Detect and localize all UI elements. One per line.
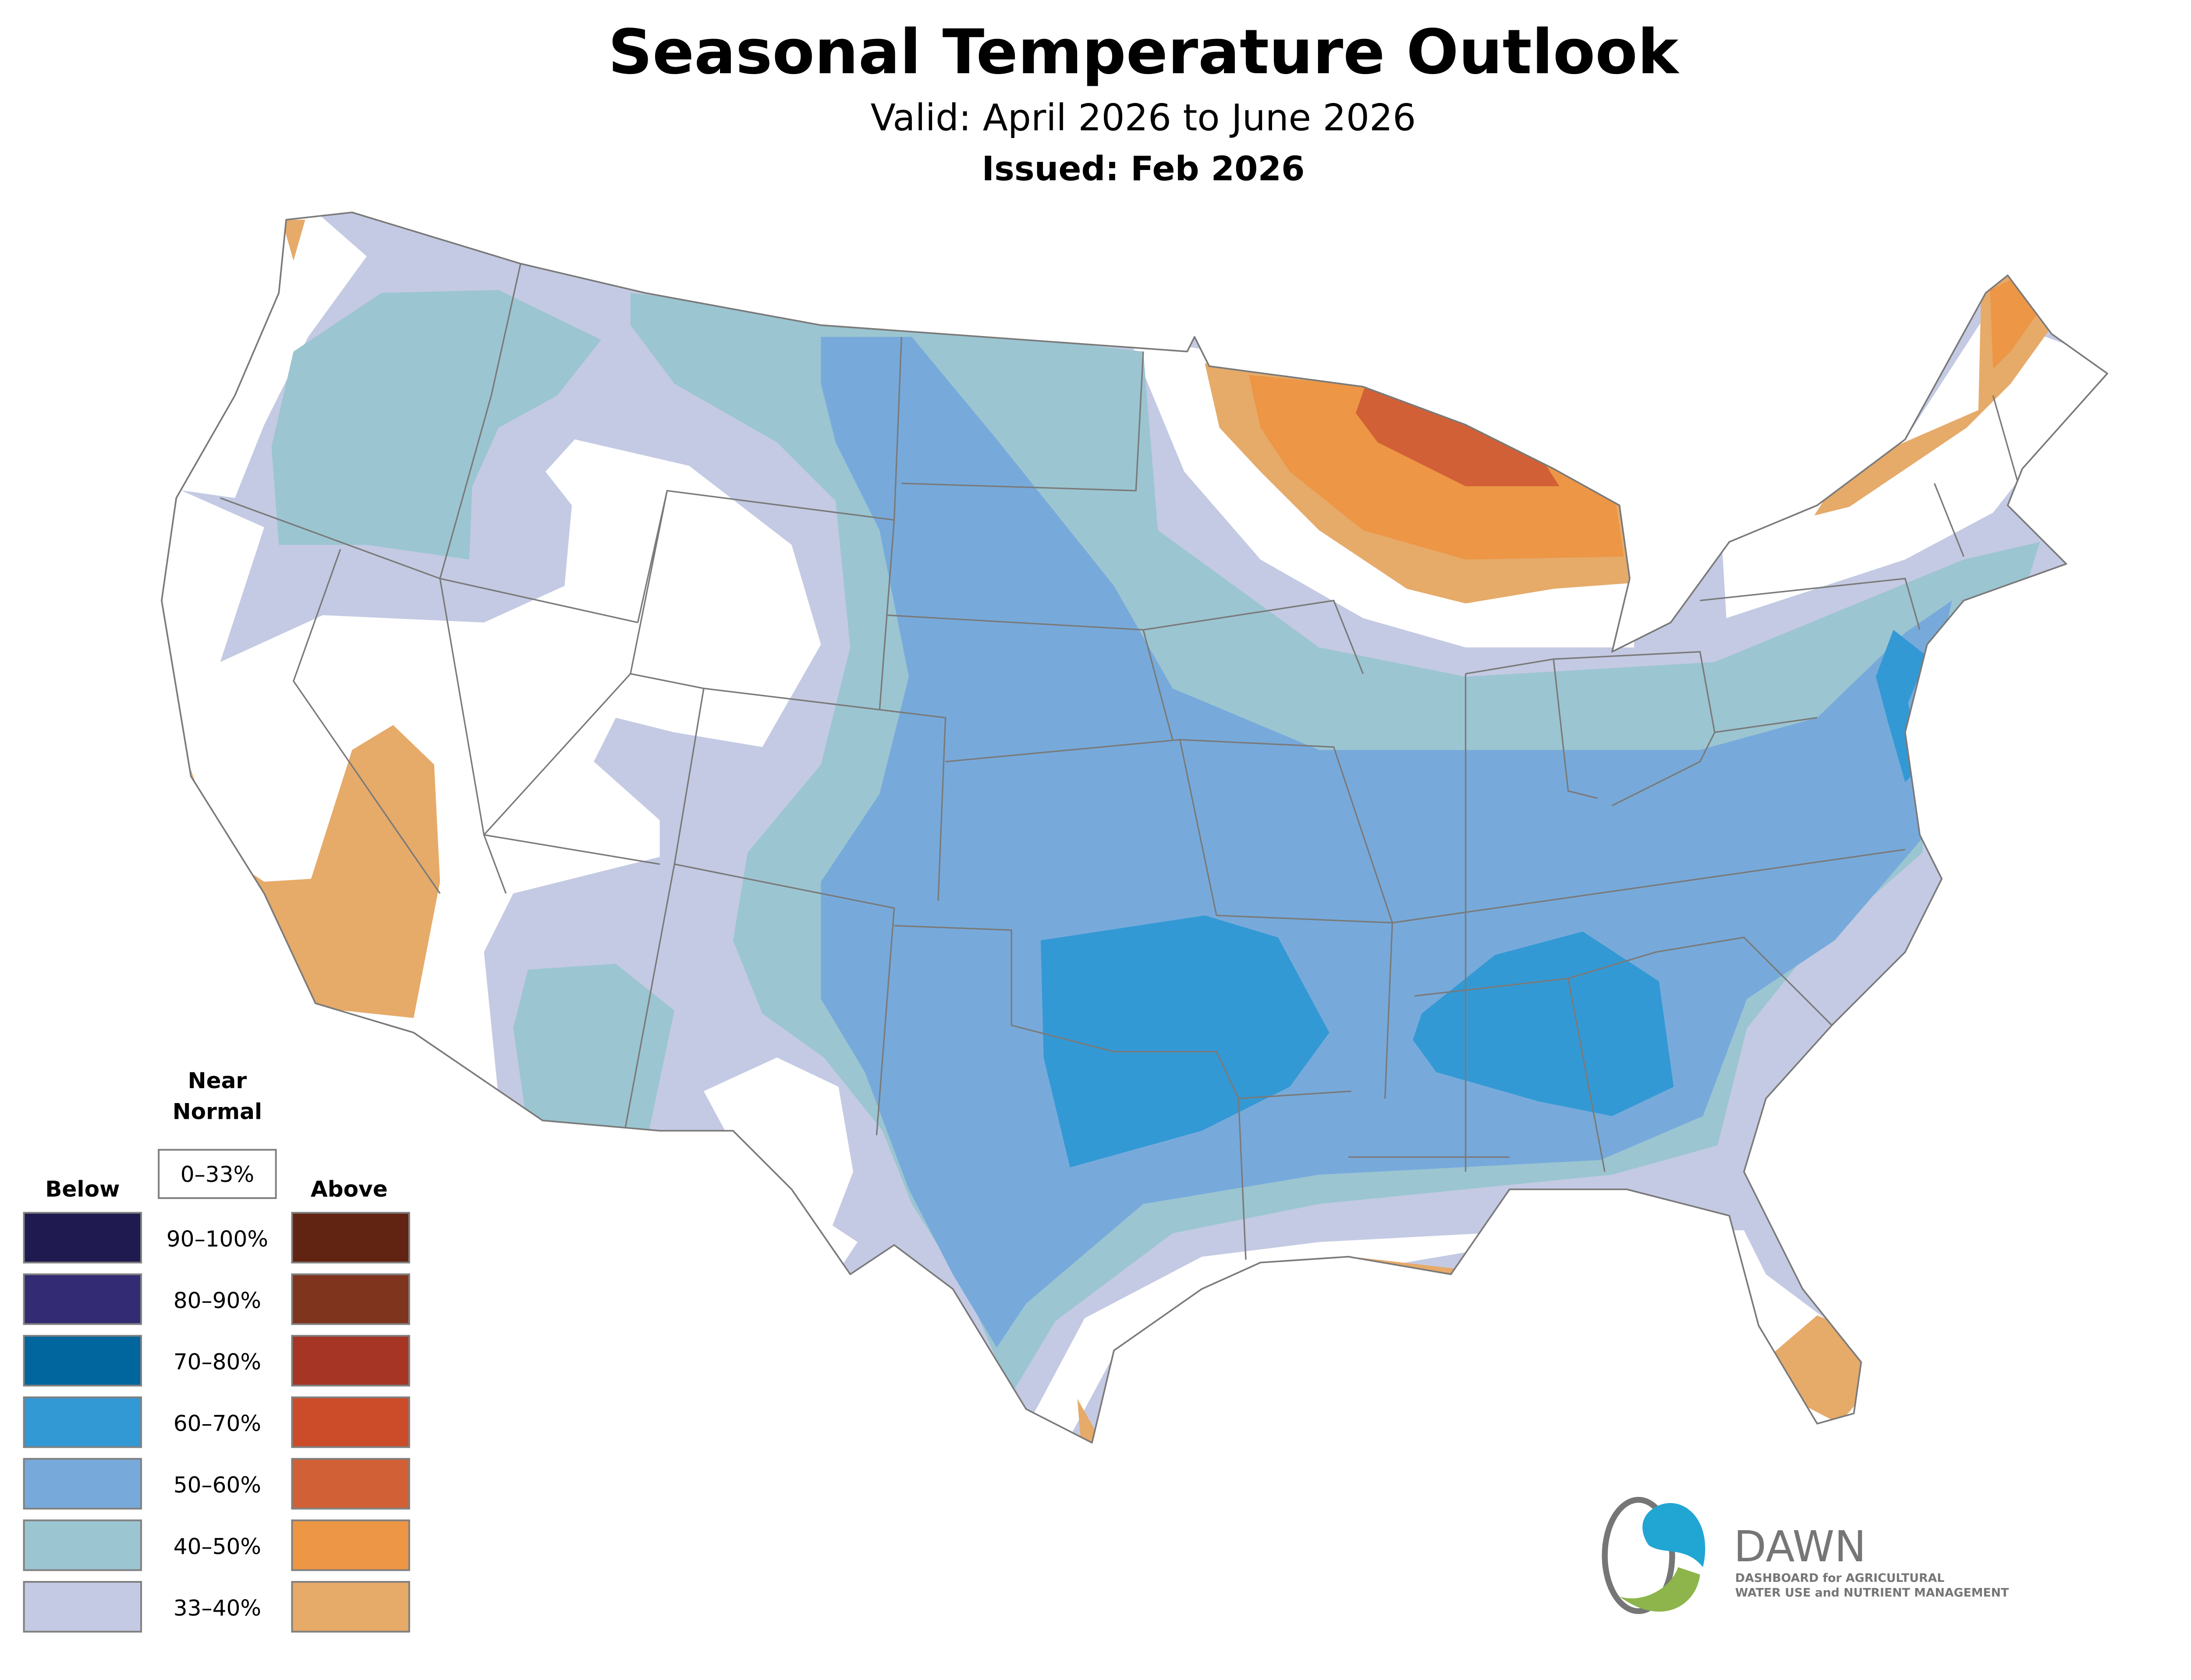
legend-range-label: 70–80% xyxy=(174,1349,261,1375)
legend-rows: 90–100% 80–90% 70–80% 60–70% 50–60% 40–50% 33–… xyxy=(23,1212,410,1633)
logo-tagline-2: WATER USE and NUTRIENT MANAGEMENT xyxy=(1735,1586,2009,1599)
legend: Near Normal 0–33% Below Above 90–100% 80–… xyxy=(23,1068,410,1633)
below-40-50-southwest xyxy=(513,964,675,1135)
legend-above-heading: Above xyxy=(311,1176,388,1202)
logo-tagline-1: DASHBOARD for AGRICULTURAL xyxy=(1735,1571,1945,1585)
legend-range-label: 50–60% xyxy=(174,1472,261,1498)
logo-water-drop-icon xyxy=(1642,1503,1705,1567)
logo-name: DAWN xyxy=(1734,1522,1866,1571)
legend-below-swatch xyxy=(23,1581,142,1633)
legend-range-label: 40–50% xyxy=(174,1533,261,1559)
legend-below-swatch xyxy=(23,1396,142,1448)
above-33-40-nw-wa xyxy=(282,219,305,261)
legend-range-label: 80–90% xyxy=(174,1287,261,1313)
state-borders xyxy=(220,263,2023,1260)
legend-range-label: 60–70% xyxy=(174,1411,261,1436)
dawn-logo: DAWN DASHBOARD for AGRICULTURAL WATER US… xyxy=(1602,1497,2009,1614)
legend-above-swatch xyxy=(291,1396,410,1448)
legend-range-label: 33–40% xyxy=(174,1595,261,1621)
legend-below-swatch xyxy=(23,1335,142,1386)
below-60-70-southeast xyxy=(1413,931,1674,1116)
logo-leaf-icon xyxy=(1619,1567,1700,1612)
below-40-50-northwest xyxy=(271,290,601,560)
legend-above-swatch xyxy=(291,1212,410,1264)
above-33-40-florida xyxy=(1766,1315,1865,1424)
legend-range-label: 90–100% xyxy=(167,1226,268,1252)
legend-below-swatch xyxy=(23,1212,142,1264)
near-normal-south-az xyxy=(703,1058,853,1248)
legend-near-normal-range: 0–33% xyxy=(181,1161,254,1187)
us-outline xyxy=(161,211,2108,1444)
legend-below-swatch xyxy=(23,1458,142,1510)
legend-above-swatch xyxy=(291,1581,410,1633)
logo-circuit-leaf-icon xyxy=(1602,1497,1675,1614)
legend-above-swatch xyxy=(291,1273,410,1325)
legend-near-normal-title-line1: Near xyxy=(188,1068,247,1093)
issued-date: Issued: Feb 2026 xyxy=(982,149,1305,188)
legend-above-swatch xyxy=(291,1335,410,1386)
legend-above-swatch xyxy=(291,1458,410,1510)
legend-below-heading: Below xyxy=(45,1176,120,1202)
legend-below-swatch xyxy=(23,1273,142,1325)
above-33-40-california xyxy=(188,725,440,1018)
valid-period: Valid: April 2026 to June 2026 xyxy=(871,96,1416,139)
legend-above-swatch xyxy=(291,1519,410,1571)
near-normal-northeast xyxy=(1722,315,2108,618)
legend-near-normal-swatch xyxy=(158,1149,277,1199)
legend-near-normal-title-line2: Normal xyxy=(173,1098,262,1124)
below-60-70-southern-plains xyxy=(1040,915,1329,1167)
map-title: Seasonal Temperature Outlook xyxy=(608,17,1680,88)
legend-below-swatch xyxy=(23,1519,142,1571)
